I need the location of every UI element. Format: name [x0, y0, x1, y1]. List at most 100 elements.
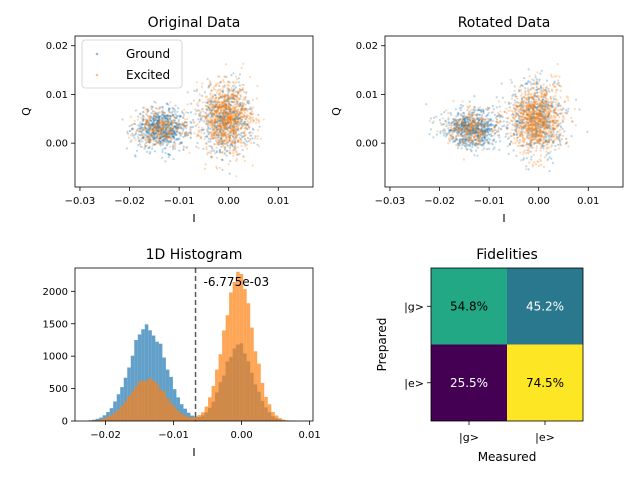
data-point: [244, 127, 247, 130]
data-point: [483, 133, 486, 136]
data-point: [171, 130, 174, 133]
data-point: [471, 120, 474, 123]
data-point: [521, 109, 524, 113]
data-point: [172, 128, 175, 131]
data-point: [443, 128, 446, 131]
data-point: [522, 128, 525, 131]
data-point: [174, 121, 177, 124]
point-cluster-1: [121, 100, 197, 163]
data-point: [211, 113, 214, 116]
data-point: [483, 124, 486, 127]
data-point: [153, 143, 156, 146]
data-point: [240, 127, 243, 130]
data-point: [182, 115, 185, 118]
data-point: [226, 141, 229, 144]
data-point: [462, 124, 466, 127]
data-point: [538, 119, 541, 122]
data-point: [495, 120, 498, 123]
data-point: [529, 140, 532, 143]
data-point: [154, 125, 158, 128]
data-point: [145, 140, 149, 143]
data-point: [150, 105, 153, 108]
data-point: [173, 141, 176, 144]
data-point: [143, 135, 146, 138]
data-point: [206, 119, 209, 122]
data-point: [515, 95, 518, 98]
data-point: [467, 123, 471, 126]
data-point: [225, 112, 228, 115]
data-point: [555, 89, 558, 92]
data-point: [230, 89, 233, 92]
data-point: [157, 129, 160, 132]
data-point: [231, 128, 235, 131]
data-point: [139, 130, 142, 133]
data-point: [452, 130, 455, 133]
data-point: [236, 116, 239, 119]
data-point: [227, 104, 230, 107]
data-point: [463, 138, 466, 141]
data-point: [234, 121, 237, 124]
data-point: [166, 139, 169, 142]
data-point: [229, 131, 232, 134]
data-point: [508, 136, 511, 139]
data-point: [152, 134, 155, 137]
data-point: [481, 133, 484, 136]
data-point: [526, 122, 529, 125]
data-point: [537, 121, 540, 124]
data-point: [223, 124, 226, 127]
data-point: [472, 131, 475, 134]
data-point: [161, 118, 164, 121]
data-point: [465, 132, 469, 135]
data-point: [243, 90, 246, 93]
data-point: [174, 125, 177, 129]
data-point: [241, 105, 244, 108]
data-point: [234, 75, 238, 78]
data-point: [233, 129, 236, 133]
data-point: [207, 86, 210, 89]
data-point: [519, 112, 523, 115]
data-point: [169, 127, 172, 130]
data-point: [484, 130, 487, 133]
data-point: [524, 152, 528, 155]
data-point: [233, 87, 236, 90]
data-point: [205, 107, 208, 110]
data-point: [231, 108, 234, 112]
data-point: [229, 95, 232, 98]
data-point: [209, 103, 212, 106]
data-point: [536, 134, 539, 137]
data-point: [210, 100, 213, 103]
data-point: [176, 128, 179, 131]
data-point: [512, 142, 515, 145]
data-point: [161, 156, 164, 159]
data-point: [527, 132, 530, 135]
data-point: [144, 123, 147, 126]
data-point: [207, 121, 210, 124]
data-point: [519, 124, 522, 128]
data-point: [473, 131, 476, 134]
data-point: [165, 128, 168, 131]
data-point: [540, 100, 544, 103]
data-point: [175, 126, 178, 129]
data-point: [209, 138, 212, 141]
data-point: [227, 88, 230, 91]
data-point: [456, 123, 459, 126]
data-point: [539, 125, 542, 128]
data-point: [549, 133, 552, 136]
data-point: [168, 117, 171, 120]
data-point: [218, 115, 221, 118]
data-point: [227, 129, 230, 132]
data-point: [148, 126, 151, 130]
data-point: [457, 132, 460, 136]
data-point: [230, 97, 233, 100]
data-point: [228, 139, 231, 142]
data-point: [236, 121, 239, 124]
data-point: [471, 143, 474, 146]
data-point: [473, 124, 476, 127]
data-point: [141, 115, 144, 118]
data-point: [462, 142, 465, 145]
data-point: [217, 89, 220, 92]
data-point: [179, 131, 182, 134]
data-point: [550, 88, 554, 91]
data-point: [235, 110, 238, 114]
data-point: [519, 115, 522, 118]
